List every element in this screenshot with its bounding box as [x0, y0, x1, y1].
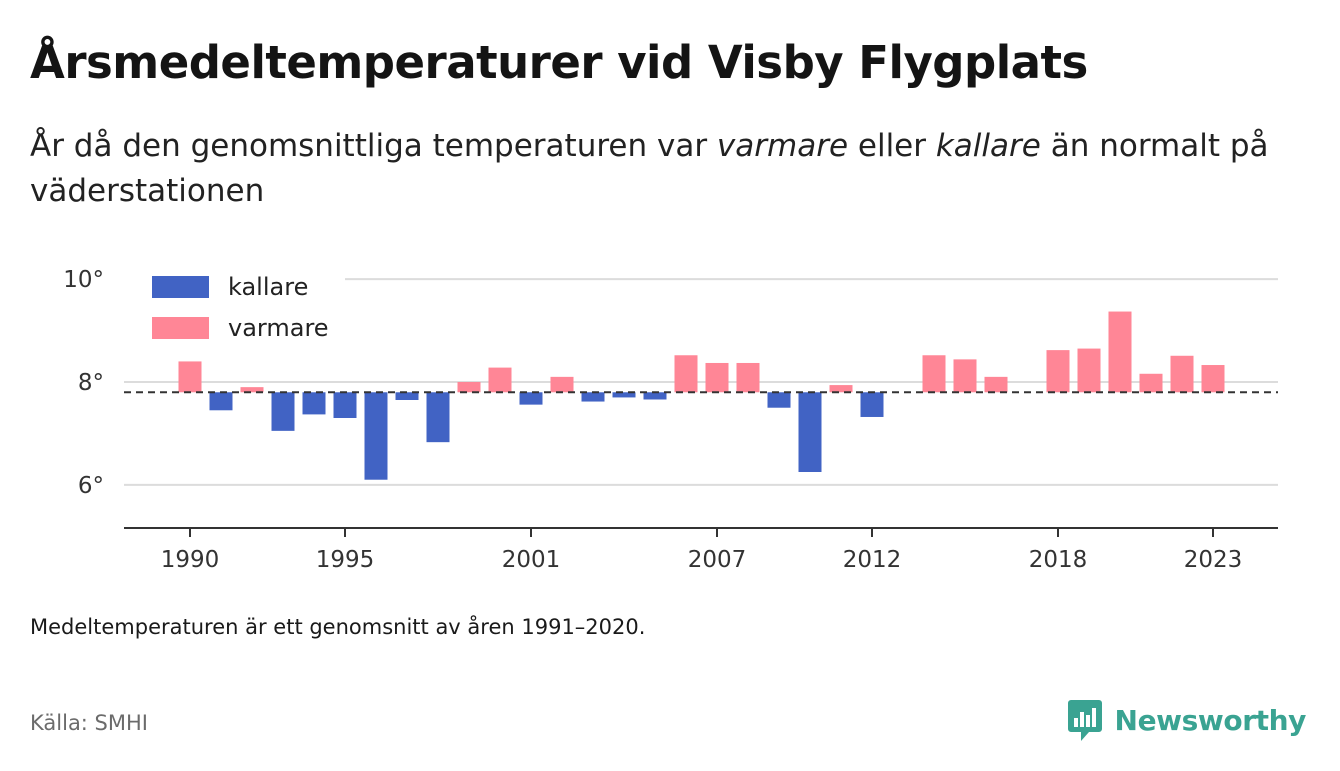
bar-2011: [829, 385, 853, 393]
y-tick-label: 8°: [78, 370, 104, 396]
legend-label-kallare: kallare: [228, 273, 308, 301]
brand-logo: Newsworthy: [1067, 698, 1306, 742]
bar-2016: [984, 376, 1008, 393]
bar-2009: [767, 392, 791, 408]
source-text: Källa: SMHI: [30, 711, 148, 735]
bar-2005: [643, 392, 667, 400]
bar-2008: [736, 362, 760, 393]
bar-1992: [240, 387, 264, 393]
brand-name: Newsworthy: [1114, 703, 1307, 737]
bar-2014: [922, 355, 946, 393]
grid-lines: [124, 278, 1278, 486]
bar-1997: [395, 392, 419, 400]
bar-1998: [426, 392, 450, 443]
chart-note: Medeltemperaturen är ett genomsnitt av å…: [30, 615, 646, 639]
y-tick-label: 10°: [63, 267, 104, 293]
bar-1990: [178, 361, 202, 393]
x-tick-label: 2023: [1184, 547, 1243, 573]
subtitle-warmer: varmare: [716, 128, 849, 164]
bar-2006: [674, 355, 698, 393]
bar-2007: [705, 362, 729, 393]
x-tick-label: 1995: [316, 547, 375, 573]
bar-2019: [1077, 348, 1101, 393]
y-axis: 6° 8° 10°: [63, 267, 104, 499]
subtitle-text: År då den genomsnittliga temperaturen va…: [30, 128, 717, 164]
subtitle-text: eller: [848, 128, 936, 164]
x-tick-label: 2018: [1029, 547, 1088, 573]
bar-2012: [860, 392, 884, 417]
bars: [178, 311, 1225, 480]
bar-1991: [209, 392, 233, 411]
bar-2003: [581, 392, 605, 402]
bar-2000: [488, 367, 512, 393]
x-tick-label: 2001: [502, 547, 561, 573]
subtitle-colder: kallare: [935, 128, 1041, 164]
y-tick-label: 6°: [78, 473, 104, 499]
bar-1996: [364, 392, 388, 480]
x-tick-label: 2012: [843, 547, 902, 573]
legend-label-varmare: varmare: [228, 314, 329, 342]
bar-2015: [953, 359, 977, 393]
bar-2022: [1170, 355, 1194, 393]
bar-2020: [1108, 311, 1132, 393]
bar-chart: 6° 8° 10° 1990 1995 2001 2007 2012 2018 2023 kal…: [63, 267, 1278, 573]
chart-subtitle: År då den genomsnittliga temperaturen va…: [30, 124, 1290, 214]
bar-1999: [457, 382, 481, 393]
bar-2023: [1201, 365, 1225, 393]
subtitle-text: än normalt på väderstationen: [30, 128, 1269, 209]
legend: kallare varmare: [152, 273, 329, 342]
bar-2001: [519, 392, 543, 405]
newsworthy-logo-icon: [1067, 700, 1102, 741]
bar-2010: [798, 392, 822, 472]
bar-1993: [271, 392, 295, 431]
legend-swatch-kallare: [152, 276, 209, 298]
chart-title: Årsmedeltemperaturer vid Visby Flygplats: [30, 36, 1088, 89]
bar-2021: [1139, 373, 1163, 393]
bar-2018: [1046, 350, 1070, 393]
x-tick-label: 2007: [688, 547, 747, 573]
bar-2002: [550, 376, 574, 393]
bar-2004: [612, 392, 636, 398]
x-axis: 1990 1995 2001 2007 2012 2018 2023: [124, 527, 1278, 573]
bar-1994: [302, 392, 326, 415]
x-tick-label: 1990: [161, 547, 220, 573]
legend-swatch-varmare: [152, 317, 209, 339]
bar-1995: [333, 392, 357, 418]
